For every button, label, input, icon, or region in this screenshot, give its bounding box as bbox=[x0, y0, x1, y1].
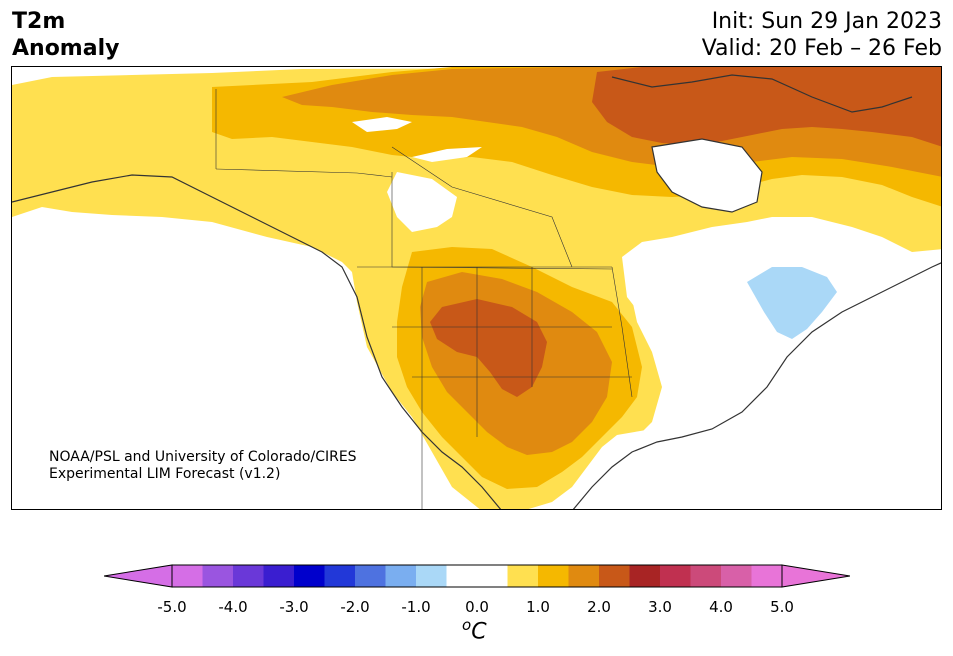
title-line-2: Anomaly bbox=[12, 36, 120, 61]
colorbar-tick-label: 0.0 bbox=[465, 598, 489, 616]
colorbar-tick-label: 3.0 bbox=[648, 598, 672, 616]
anomaly-region-light-blue bbox=[747, 267, 837, 339]
map-title: T2m Anomaly bbox=[12, 8, 119, 62]
colorbar-segment bbox=[172, 565, 203, 587]
hudson-bay bbox=[652, 139, 762, 212]
colorbar-segment bbox=[660, 565, 691, 587]
colorbar-tick-label: -4.0 bbox=[218, 598, 248, 616]
coastlines bbox=[12, 74, 941, 509]
colorbar-frame bbox=[171, 564, 783, 588]
colorbar-tick-label: -2.0 bbox=[340, 598, 370, 616]
colorbar-tick-label: -3.0 bbox=[279, 598, 309, 616]
colorbar-segment bbox=[721, 565, 752, 587]
credit-line-2: Experimental LIM Forecast (v1.2) bbox=[49, 466, 281, 482]
colorbar-over-arrow bbox=[781, 564, 850, 588]
colorbar-segment bbox=[477, 565, 508, 587]
great-bear-lake bbox=[412, 147, 482, 162]
colorbar-segment bbox=[629, 565, 661, 587]
colorbar bbox=[104, 564, 850, 588]
title-line-1: T2m bbox=[12, 9, 66, 34]
colorbar-segment bbox=[507, 565, 539, 587]
colorbar-segment bbox=[446, 565, 478, 587]
colorbar-tick-label: 1.0 bbox=[526, 598, 550, 616]
credit-line-1: NOAA/PSL and University of Colorado/CIRE… bbox=[49, 449, 357, 465]
colorbar-segment bbox=[599, 565, 630, 587]
colorbar-tick-label: 5.0 bbox=[770, 598, 794, 616]
colorbar-segment bbox=[324, 565, 356, 587]
forecast-dates: Init: Sun 29 Jan 2023 Valid: 20 Feb – 26… bbox=[702, 8, 942, 62]
colorbar-segment bbox=[751, 565, 783, 587]
anomaly-region-rust-southwest bbox=[430, 299, 547, 397]
political-borders bbox=[215, 89, 633, 509]
colorbar-tick-label: -1.0 bbox=[401, 598, 431, 616]
colorbar-under-arrow bbox=[104, 564, 173, 588]
anomaly-region-neutral-north bbox=[387, 172, 457, 232]
init-date: Init: Sun 29 Jan 2023 bbox=[711, 9, 942, 34]
colorbar-segment bbox=[202, 565, 234, 587]
colorbar-segment bbox=[416, 565, 447, 587]
colorbar-tick-label: -5.0 bbox=[157, 598, 187, 616]
credit-text: NOAA/PSL and University of Colorado/CIRE… bbox=[49, 449, 357, 483]
colorbar-tick-label: 4.0 bbox=[709, 598, 733, 616]
anomaly-region-neutral-east bbox=[573, 239, 941, 509]
colorbar-segment bbox=[294, 565, 325, 587]
map-svg bbox=[12, 67, 941, 509]
anomaly-region-rust-arctic bbox=[592, 67, 941, 147]
anomaly-map bbox=[11, 66, 942, 510]
unit-label: oC bbox=[462, 616, 487, 644]
great-slave-lake bbox=[352, 117, 412, 132]
colorbar-segment bbox=[385, 565, 417, 587]
colorbar-segment bbox=[690, 565, 722, 587]
colorbar-segment bbox=[355, 565, 386, 587]
valid-dates: Valid: 20 Feb – 26 Feb bbox=[701, 36, 942, 61]
colorbar-segment bbox=[233, 565, 264, 587]
unit-superscript: o bbox=[462, 616, 472, 634]
colorbar-tick-label: 2.0 bbox=[587, 598, 611, 616]
colorbar-segment bbox=[538, 565, 569, 587]
colorbar-segment bbox=[263, 565, 295, 587]
colorbar-segment bbox=[568, 565, 600, 587]
unit-main: C bbox=[471, 619, 487, 645]
